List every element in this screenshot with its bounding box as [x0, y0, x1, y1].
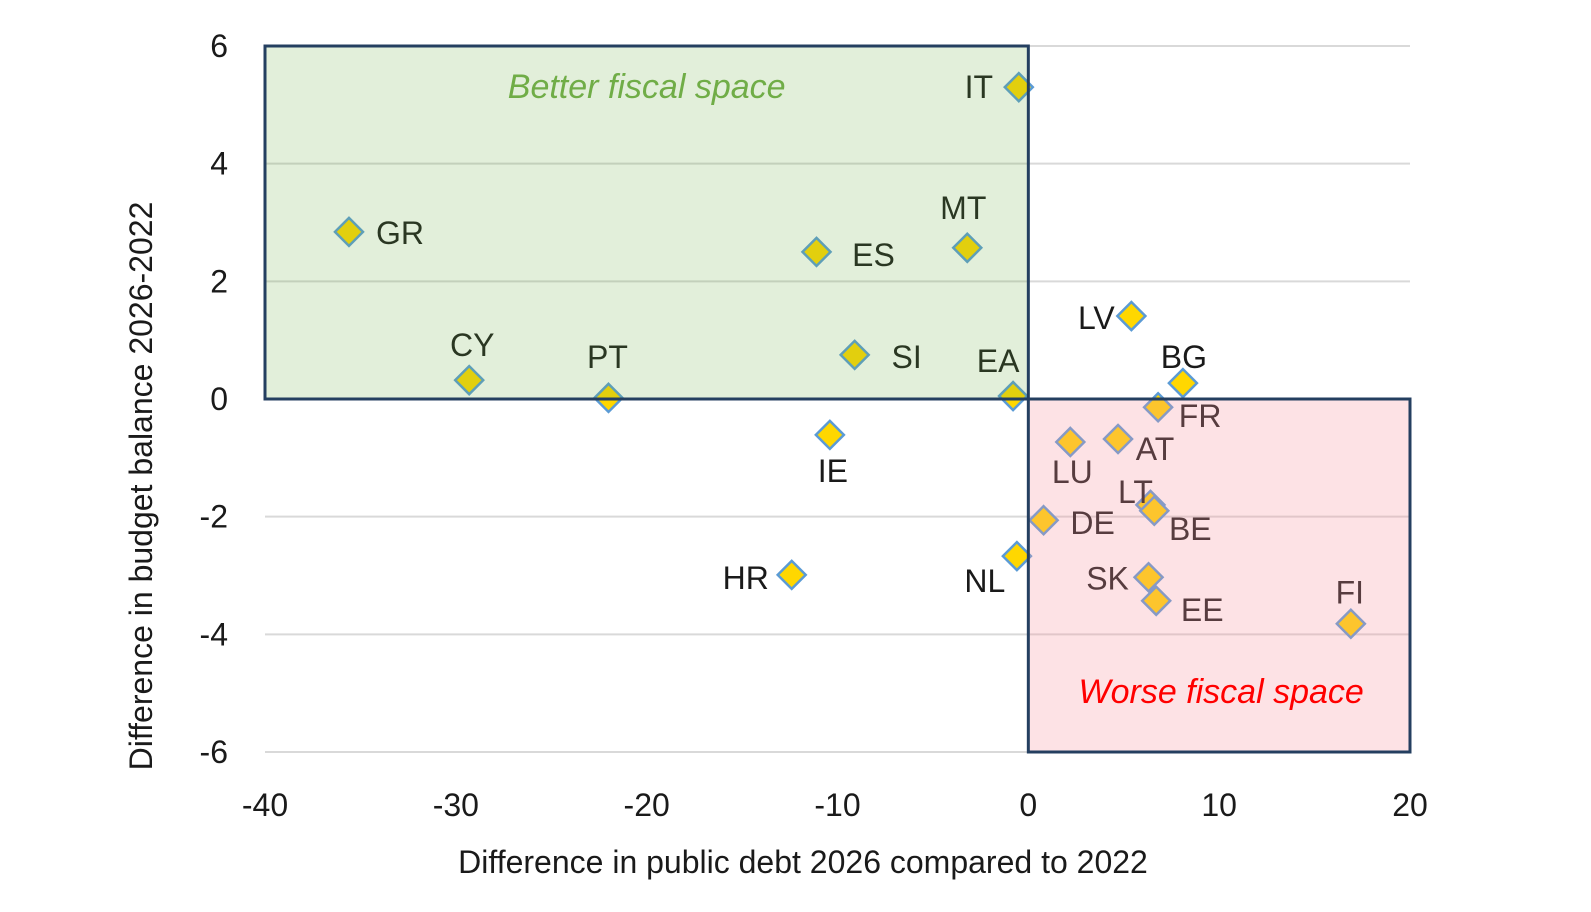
y-tick-label: 4	[210, 146, 228, 182]
point-label: CY	[450, 327, 494, 363]
point-lv	[1115, 300, 1148, 332]
point-label: IT	[965, 69, 993, 105]
point-label: MT	[940, 190, 986, 226]
point-bg	[1167, 367, 1199, 399]
point-label: SI	[892, 339, 922, 375]
x-tick-label: 0	[1019, 787, 1037, 823]
x-tick-labels: -40 -30 -20 -10 0 10 20	[242, 787, 1428, 823]
point-mt	[951, 232, 984, 264]
point-fi	[1335, 607, 1367, 640]
x-axis-label: Difference in public debt 2026 compared …	[458, 844, 1148, 880]
point-ea	[997, 380, 1029, 412]
point-label: AT	[1136, 431, 1175, 467]
point-label: SK	[1086, 560, 1129, 596]
y-tick-label: -4	[200, 616, 228, 652]
point-lu	[1054, 426, 1087, 458]
point-de	[1027, 504, 1060, 536]
x-tick-label: -30	[433, 787, 479, 823]
x-tick-label: -20	[624, 787, 670, 823]
region-box	[263, 44, 1030, 401]
point-label: LU	[1052, 454, 1093, 490]
point-label: GR	[376, 215, 424, 251]
point-si	[838, 339, 871, 371]
point-ie	[814, 419, 846, 451]
y-tick-label: -2	[200, 499, 228, 535]
point-label: BG	[1161, 339, 1207, 375]
point-label: LT	[1118, 474, 1153, 510]
point-gr	[333, 216, 365, 248]
y-tick-label: 6	[210, 28, 228, 64]
gridlines	[265, 45, 1410, 753]
worse-fiscal-space-label: Worse fiscal space	[1079, 673, 1364, 711]
better-fiscal-space-label: Better fiscal space	[508, 68, 786, 106]
point-label: ES	[852, 237, 895, 273]
point-be	[1138, 495, 1171, 527]
point-es	[800, 236, 833, 268]
data-points	[333, 71, 1367, 640]
point-label: BE	[1169, 511, 1212, 547]
x-tick-label: -40	[242, 787, 288, 823]
point-label: FI	[1336, 575, 1364, 611]
y-axis-label: Difference in budget balance 2026-2022	[123, 202, 159, 771]
point-label: DE	[1070, 505, 1114, 541]
point-ee	[1140, 585, 1172, 617]
point-sk	[1132, 561, 1165, 594]
y-tick-label: 2	[210, 263, 228, 299]
point-label: PT	[587, 339, 628, 375]
point-cy	[453, 364, 485, 396]
point-label: NL	[964, 563, 1005, 599]
x-tick-label: 10	[1201, 787, 1237, 823]
point-label: EE	[1181, 592, 1224, 628]
point-label: IE	[818, 453, 848, 489]
x-tick-label: 20	[1392, 787, 1428, 823]
point-label: LV	[1078, 300, 1115, 336]
regions: Better fiscal space Worse fiscal space	[263, 44, 1412, 754]
y-tick-label: -6	[200, 734, 228, 770]
point-label: HR	[723, 560, 769, 596]
point-label: EA	[977, 343, 1020, 379]
x-tick-label: -10	[814, 787, 860, 823]
point-hr	[775, 559, 808, 591]
region-box	[1026, 397, 1412, 754]
point-at	[1102, 423, 1134, 455]
point-labels: IT GR ES MT LV CY PT SI EA BG FR IE LU AT LT BE DE NL HR SK…	[376, 69, 1364, 628]
y-tick-label: 0	[210, 381, 228, 417]
y-tick-labels: 6 4 2 0 -2 -4 -6	[200, 28, 228, 770]
point-nl	[1001, 540, 1033, 572]
point-label: FR	[1179, 398, 1222, 434]
